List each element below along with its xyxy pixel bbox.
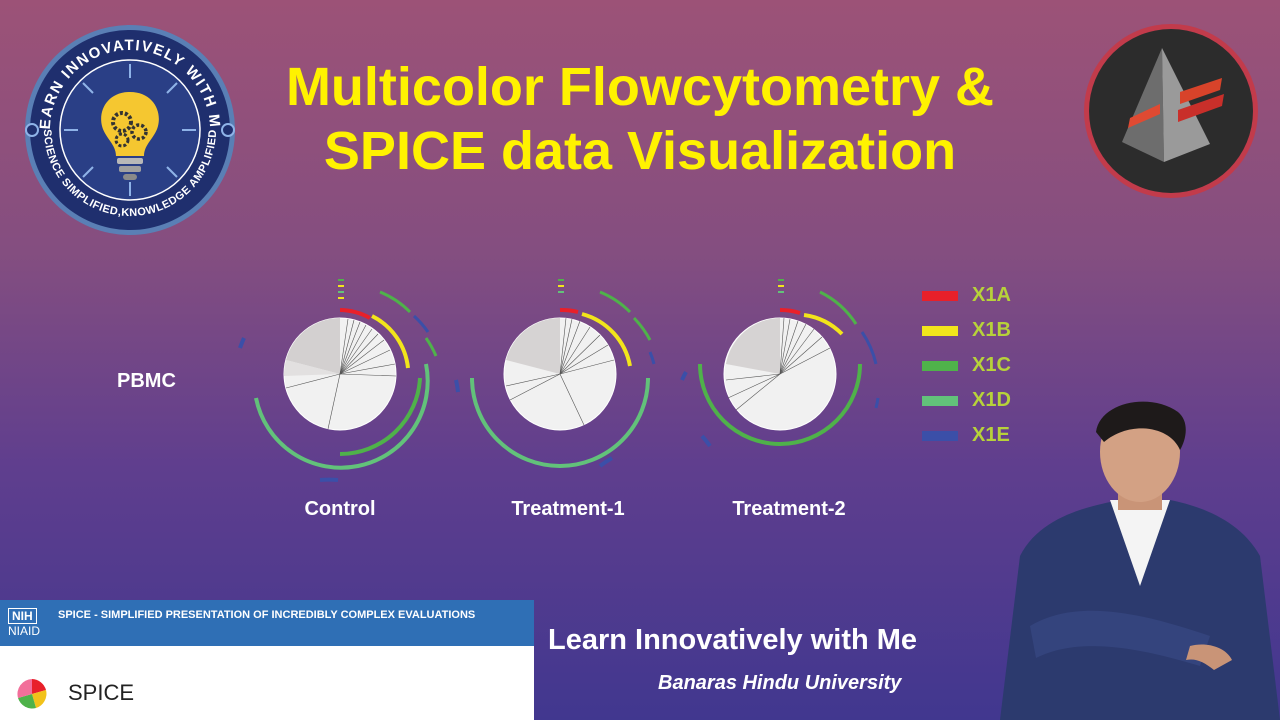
pie-body [723,317,837,431]
legend-swatch [922,395,958,406]
niaid-logo-text: NIAID [8,624,41,638]
legend-label: X1B [972,319,1011,341]
spice-pie-treatment-1 [450,268,670,488]
channel-logo-badge: LEARN INNOVATIVELY WITH ME SCIENCE SIMPL… [22,22,235,235]
legend-item-x1c: X1C [922,348,1011,383]
pie-label-treatment-2: Treatment-2 [732,498,846,520]
legend-item-x1e: X1E [922,418,1011,453]
legend-label: X1E [972,424,1010,446]
university-name: Banaras Hindu University [658,672,902,694]
nih-niaid-logo: NIH NIAID [8,608,40,638]
lightbulb-gears-icon [101,92,159,180]
pie-arcs [680,279,880,448]
nih-header-bar: NIH NIAID SPICE - SIMPLIFIED PRESENTATIO… [0,600,534,646]
legend-label: X1D [972,389,1011,411]
legend-swatch [922,360,958,371]
page-title: Multicolor Flowcytometry & SPICE data Vi… [230,55,1050,183]
title-line-1: Multicolor Flowcytometry & [285,57,995,117]
spice-pie-control [230,268,450,488]
legend-item-x1d: X1D [922,383,1011,418]
legend-item-x1b: X1B [922,313,1011,348]
spice-app-panel: NIH NIAID SPICE - SIMPLIFIED PRESENTATIO… [0,600,534,720]
pie-label-treatment-1: Treatment-1 [511,498,625,520]
title-line-2: SPICE data Visualization [323,121,957,181]
legend-label: X1C [972,354,1011,376]
channel-name: Learn Innovatively with Me [548,624,918,656]
pie-arcs [238,279,438,482]
pie-body [503,317,617,431]
pie-body [283,317,397,431]
spice-pie-treatment-2 [670,268,890,488]
legend: X1A X1B X1C X1D X1E [922,278,1011,453]
pie-arcs [454,279,656,468]
legend-swatch [922,325,958,336]
nih-logo-text: NIH [8,608,37,624]
presenter-photo [1000,401,1280,720]
legend-swatch [922,430,958,441]
pyramid-logo-icon [1084,24,1258,198]
legend-item-x1a: X1A [922,278,1011,313]
legend-label: X1A [972,284,1011,306]
legend-swatch [922,290,958,301]
spice-pie-icon [17,679,47,709]
spice-app-name: SPICE [68,680,135,705]
nih-header-text: SPICE - SIMPLIFIED PRESENTATION OF INCRE… [58,609,476,621]
row-label-pbmc: PBMC [117,370,176,392]
pie-label-control: Control [304,498,376,520]
